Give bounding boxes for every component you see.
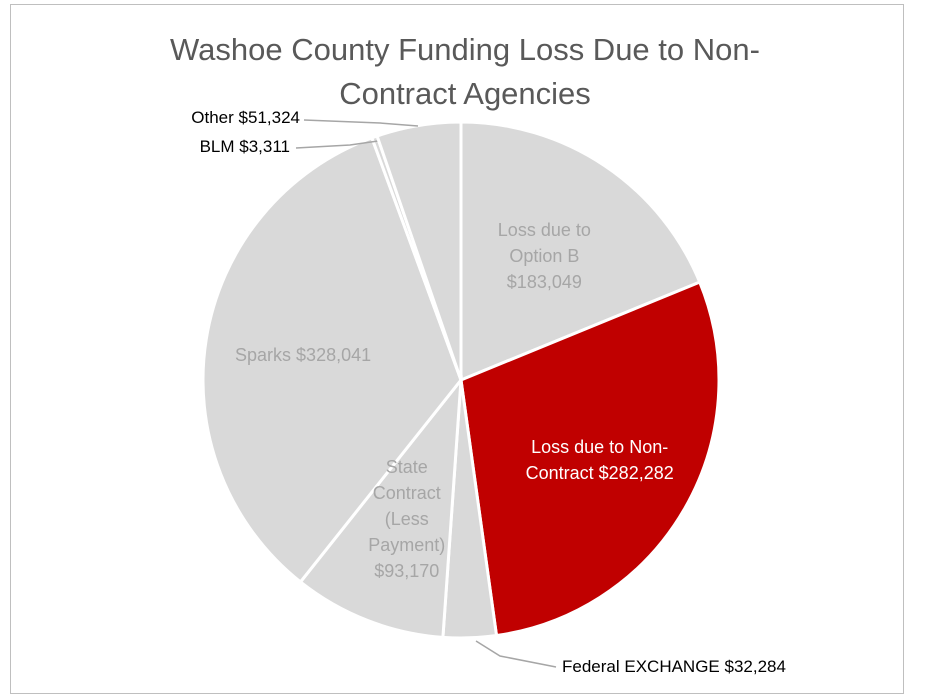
label-value: $93,170: [374, 561, 440, 582]
data-label: Other $51,324: [191, 107, 300, 129]
label-value: $328,041: [296, 344, 372, 365]
pie-slice: [375, 120, 463, 381]
label-value: $51,324: [238, 108, 300, 127]
data-label: Loss due to Non-Contract $282,282: [512, 434, 687, 486]
data-label: Loss due to Option B $183,049: [484, 217, 604, 295]
data-label: State Contract (Less Payment) $93,170: [359, 454, 454, 584]
label-category: BLM: [199, 137, 235, 156]
data-label: Sparks $328,041: [193, 342, 413, 368]
pie-slice: [459, 280, 721, 638]
leader-line: [295, 140, 379, 149]
leader-line: [475, 640, 557, 668]
pie-slice: [298, 375, 463, 639]
label-value: $282,282: [598, 462, 674, 483]
data-label: Federal EXCHANGE $32,284: [562, 656, 786, 678]
label-category: Other: [191, 108, 234, 127]
pie-slice: [459, 120, 702, 383]
label-category: Federal EXCHANGE: [562, 657, 720, 676]
label-category: Loss due to Option B: [497, 219, 591, 266]
chart-title: Washoe County Funding Loss Due to Non-Co…: [170, 32, 760, 111]
pie-slice: [201, 135, 463, 585]
label-value: $3,311: [239, 137, 290, 156]
label-value: $32,284: [724, 657, 786, 676]
label-category: Sparks: [235, 344, 292, 365]
label-category: State Contract (Less Payment): [368, 457, 446, 556]
label-category: Loss due to Non-Contract: [525, 436, 669, 483]
leader-line: [303, 119, 419, 127]
label-value: $183,049: [506, 271, 582, 292]
data-label: BLM $3,311: [200, 136, 290, 158]
